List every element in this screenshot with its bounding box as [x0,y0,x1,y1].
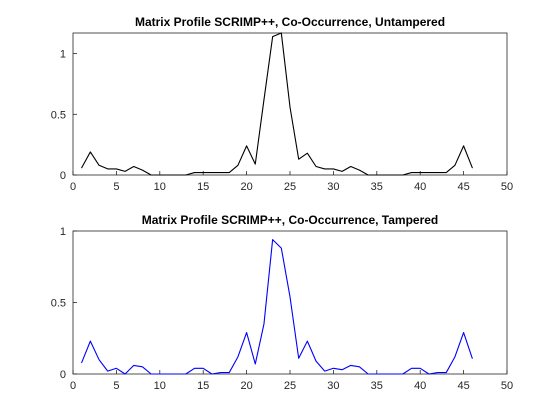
y-tick-label: 1 [60,226,66,238]
x-tick-label: 45 [457,380,469,392]
x-tick-label: 40 [414,380,426,392]
x-tick-label: 25 [284,380,296,392]
x-tick-label: 5 [113,181,119,193]
ticks-untampered: 0 5 10 15 20 25 30 35 40 45 50 0 0.5 1 [51,49,513,193]
series-line-tampered [81,239,473,375]
x-tick-label: 15 [197,181,209,193]
x-tick-label: 30 [327,380,339,392]
y-tick-label: 0 [60,170,66,182]
y-tick-label: 1 [60,49,66,61]
x-tick-label: 30 [327,181,339,193]
ticks-tampered: 0 5 10 15 20 25 30 35 40 45 50 0 0.5 1 [51,226,513,392]
y-tick-label: 0 [60,369,66,381]
x-tick-label: 40 [414,181,426,193]
subplot-tampered: Matrix Profile SCRIMP++, Co-Occurrence, … [51,213,513,392]
x-tick-label: 5 [113,380,119,392]
series-line-untampered [81,32,473,176]
x-tick-label: 50 [501,380,513,392]
x-tick-label: 25 [284,181,296,193]
chart-title-tampered: Matrix Profile SCRIMP++, Co-Occurrence, … [142,213,439,227]
x-tick-label: 10 [154,181,166,193]
x-tick-label: 10 [154,380,166,392]
y-tick-label: 0.5 [51,109,66,121]
plot-area-tampered [72,230,508,375]
x-tick-label: 45 [457,181,469,193]
x-tick-label: 20 [240,380,252,392]
y-tick-label: 0.5 [51,298,66,310]
subplot-untampered: Matrix Profile SCRIMP++, Co-Occurrence, … [51,15,513,193]
x-tick-label: 35 [371,380,383,392]
x-tick-label: 0 [70,181,76,193]
chart-title-untampered: Matrix Profile SCRIMP++, Co-Occurrence, … [135,15,445,29]
x-tick-label: 0 [70,380,76,392]
x-tick-label: 20 [240,181,252,193]
x-tick-label: 15 [197,380,209,392]
x-tick-label: 35 [371,181,383,193]
x-tick-label: 50 [501,181,513,193]
